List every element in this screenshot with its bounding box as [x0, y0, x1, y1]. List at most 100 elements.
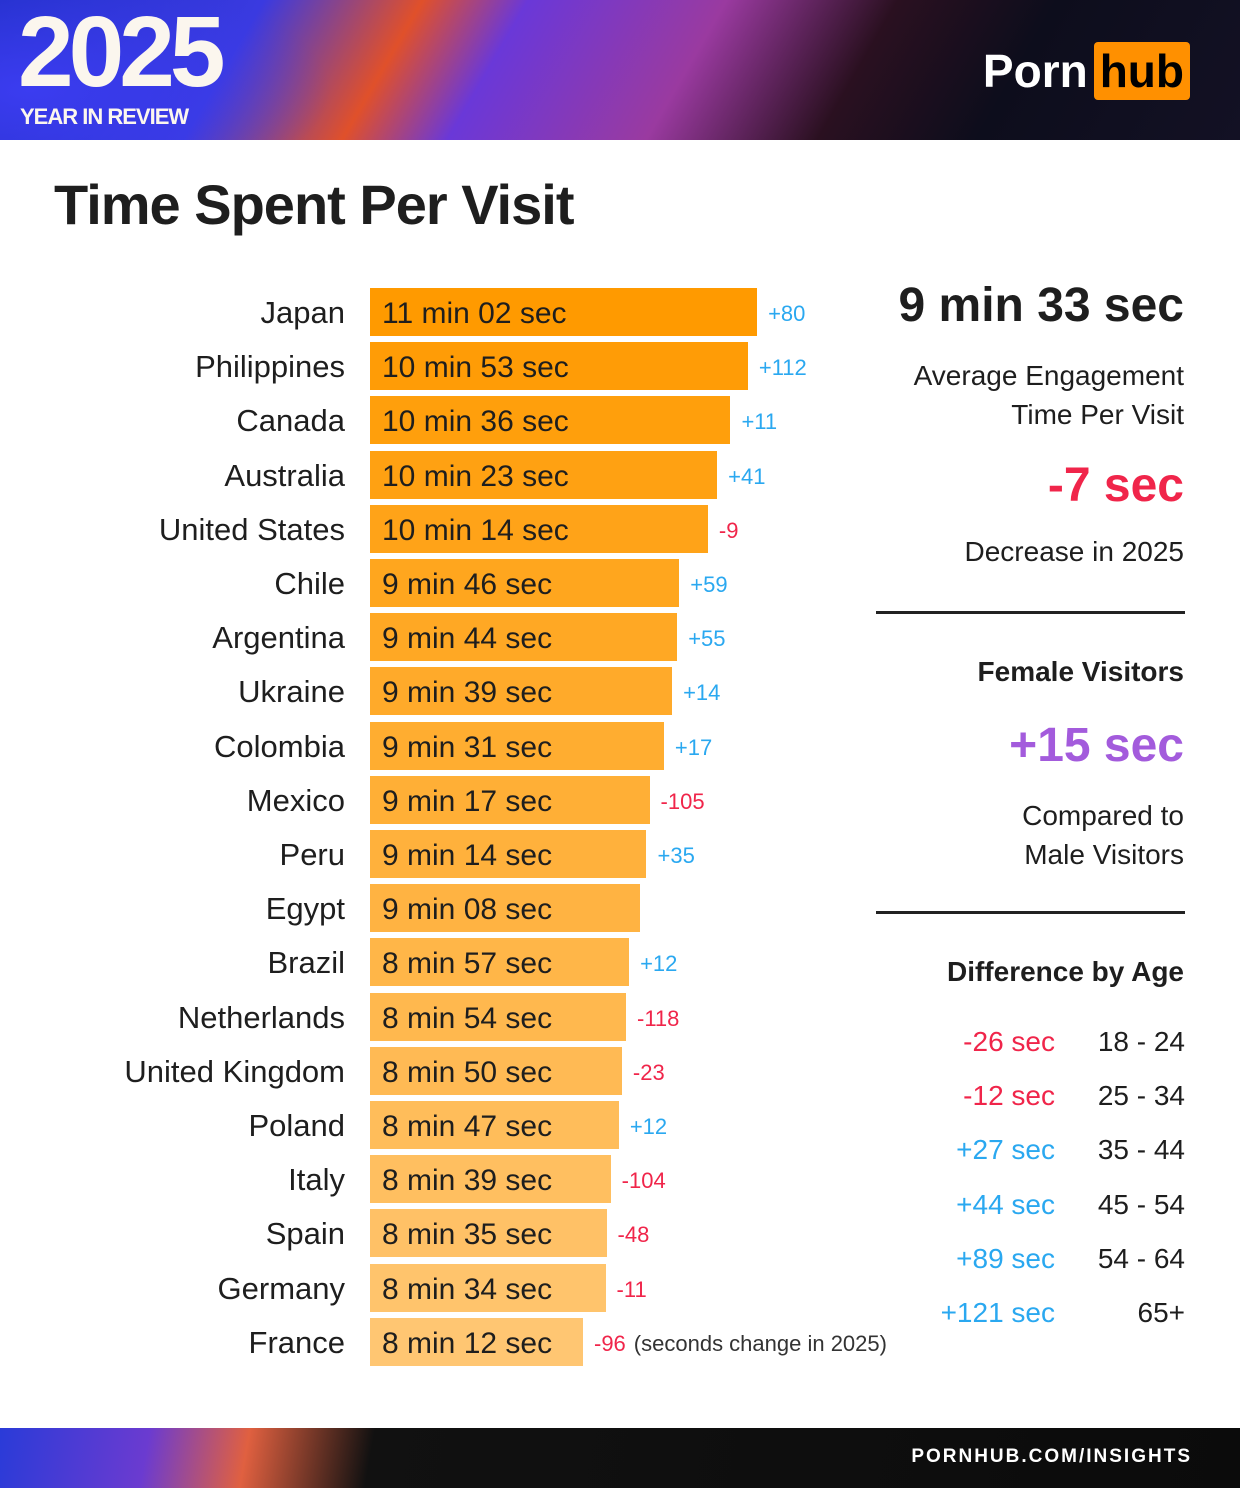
- bar-value-label: 11 min 02 sec: [382, 297, 567, 330]
- bar-value-label: 9 min 17 sec: [382, 784, 553, 818]
- bar: 9 min 17 sec: [370, 775, 650, 824]
- female-label: Compared to Male Visitors: [1022, 796, 1184, 874]
- female-difference: +15 sec: [1009, 719, 1184, 772]
- bar-value-label: 10 min 14 sec: [382, 513, 569, 547]
- country-label: Chile: [274, 566, 345, 601]
- change-value: -118: [637, 1005, 680, 1031]
- bar-row: United Kingdom 8 min 50 sec -23: [0, 1046, 940, 1095]
- female-label-line2: Male Visitors: [1024, 839, 1184, 870]
- country-label: Colombia: [214, 728, 345, 764]
- bar-value-label: 9 min 14 sec: [382, 839, 553, 872]
- bar-row: France 8 min 12 sec -96 (seconds change in …: [0, 1317, 940, 1366]
- average-time: 9 min 33 sec: [898, 279, 1184, 332]
- bar-row: Colombia 9 min 31 sec +17: [0, 721, 940, 770]
- bar: 11 min 02 sec: [370, 288, 758, 336]
- bar: 9 min 31 sec: [370, 721, 664, 770]
- bar-value-label: 8 min 47 sec: [382, 1110, 553, 1143]
- bar: 9 min 44 sec: [370, 613, 678, 662]
- change-value: +59: [690, 572, 728, 597]
- bar-value-label: 8 min 54 sec: [382, 1001, 553, 1035]
- age-difference: +121 sec: [940, 1297, 1055, 1328]
- country-label: Ukraine: [238, 674, 345, 710]
- divider: [876, 611, 1185, 614]
- bar: 8 min 57 sec: [370, 938, 630, 987]
- change-value: +14: [683, 680, 721, 706]
- country-label: Netherlands: [177, 999, 345, 1035]
- bar-row: Mexico 9 min 17 sec -105: [0, 775, 940, 824]
- change-value: +12: [640, 951, 678, 977]
- country-label: Spain: [265, 1216, 345, 1252]
- country-label: Canada: [236, 403, 345, 439]
- age-row: +44 sec 45 - 54: [930, 1189, 1185, 1229]
- change-value: -23: [632, 1059, 665, 1085]
- country-label: Japan: [260, 295, 345, 330]
- bar: 8 min 34 sec: [370, 1263, 606, 1312]
- country-label: Egypt: [265, 891, 345, 927]
- bar: 9 min 08 sec: [370, 884, 641, 933]
- change-value: +17: [674, 734, 713, 760]
- age-difference: +89 sec: [956, 1242, 1055, 1274]
- change-value: +80: [768, 301, 806, 326]
- change-label: +17: [675, 722, 712, 774]
- bar-value-label: 10 min 53 sec: [382, 351, 569, 385]
- average-label-line1: Average Engagement: [913, 360, 1184, 391]
- divider: [876, 911, 1185, 914]
- change-label: -48: [618, 1209, 650, 1261]
- bar-value-label: 9 min 31 sec: [382, 730, 553, 764]
- change-label: -96 (seconds change in 2025): [594, 1318, 887, 1370]
- bar-row: Brazil 8 min 57 sec +12: [0, 938, 940, 987]
- country-label: Italy: [288, 1162, 345, 1198]
- bar: 9 min 39 sec: [370, 667, 673, 716]
- page-title: Time Spent Per Visit: [54, 173, 574, 236]
- bar-value-label: 9 min 44 sec: [382, 622, 553, 656]
- change-label: +55: [688, 613, 725, 665]
- bar-row: Australia 10 min 23 sec +41: [0, 450, 940, 499]
- year-in-review-label: YEAR IN REVIEW: [20, 104, 189, 129]
- brand-logo-part1: Porn: [982, 45, 1088, 97]
- country-label: Philippines: [195, 349, 345, 385]
- age-row: -12 sec 25 - 34: [930, 1080, 1185, 1120]
- bar: 10 min 53 sec: [370, 342, 748, 391]
- change-label: +80: [768, 288, 805, 340]
- bar-row: Spain 8 min 35 sec -48: [0, 1209, 940, 1258]
- bar-row: Netherlands 8 min 54 sec -118: [0, 992, 940, 1041]
- country-label: Mexico: [246, 782, 345, 818]
- bar-row: Italy 8 min 39 sec -104: [0, 1155, 940, 1204]
- age-row: -26 sec 18 - 24: [930, 1026, 1185, 1066]
- bar-row: Ukraine 9 min 39 sec +14: [0, 667, 940, 716]
- bar: 9 min 46 sec: [370, 559, 680, 607]
- bar-row: Japan 11 min 02 sec +80: [0, 288, 940, 336]
- bar-row: Canada 10 min 36 sec +11: [0, 396, 940, 445]
- bar-value-label: 8 min 34 sec: [382, 1272, 553, 1306]
- bar: 8 min 12 sec: [370, 1317, 583, 1366]
- age-row: +89 sec 54 - 64: [930, 1243, 1185, 1283]
- bar: 10 min 36 sec: [370, 396, 731, 445]
- bar-value-label: 10 min 36 sec: [382, 405, 569, 439]
- bar: 8 min 35 sec: [370, 1209, 607, 1258]
- country-label: Poland: [248, 1108, 345, 1143]
- age-range: 35 - 44: [1097, 1134, 1185, 1166]
- bar: 10 min 23 sec: [370, 450, 718, 499]
- bar: 8 min 50 sec: [370, 1046, 622, 1095]
- age-row: +27 sec 35 - 44: [930, 1134, 1185, 1174]
- change-label: -105: [661, 776, 705, 828]
- change-value: +55: [688, 626, 726, 652]
- bar-row: Peru 9 min 14 sec +35: [0, 830, 940, 878]
- country-label: United States: [158, 511, 345, 547]
- change-label: +12: [630, 1101, 667, 1153]
- average-label: Average Engagement Time Per Visit: [914, 356, 1184, 434]
- change-label: +12: [640, 938, 677, 990]
- change-value: +12: [629, 1114, 668, 1139]
- footer-url[interactable]: PORNHUB.COM/INSIGHTS: [911, 1446, 1192, 1467]
- change-label: +41: [728, 451, 765, 503]
- bar-row: Argentina 9 min 44 sec +55: [0, 613, 940, 662]
- bar: 10 min 14 sec: [370, 504, 708, 553]
- age-difference: +27 sec: [956, 1134, 1055, 1166]
- age-heading: Difference by Age: [946, 956, 1184, 987]
- country-label: France: [248, 1324, 345, 1360]
- country-label: Argentina: [212, 620, 345, 656]
- bar-value-label: 9 min 46 sec: [382, 568, 553, 601]
- year-logo: 2025: [18, 0, 225, 108]
- country-label: Germany: [217, 1270, 345, 1306]
- change-value: -96: [594, 1330, 626, 1356]
